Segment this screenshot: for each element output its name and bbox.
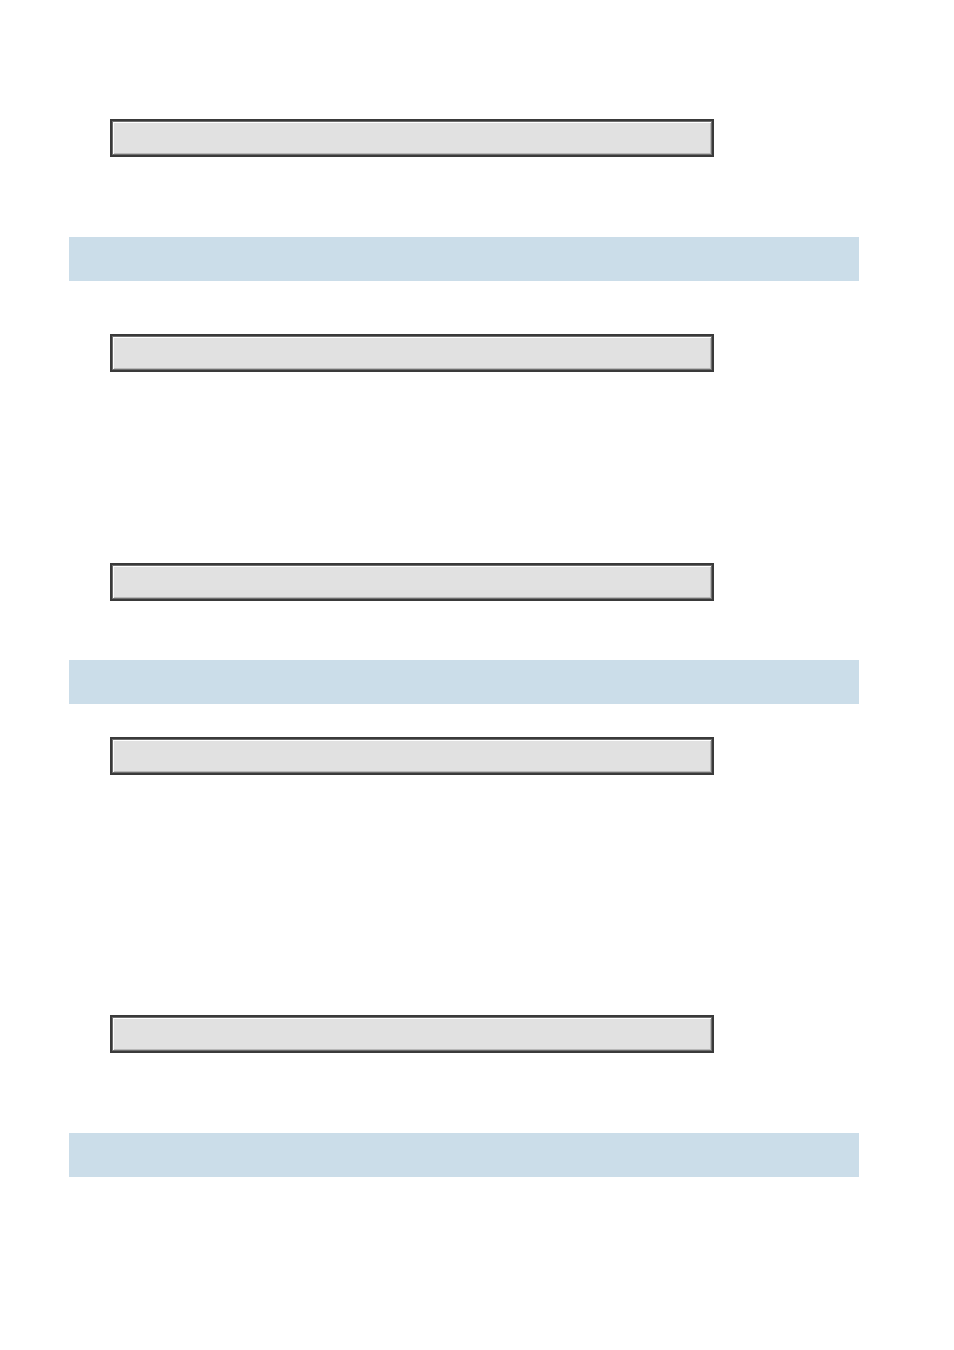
section-heading-bar bbox=[69, 660, 859, 704]
code-box bbox=[110, 334, 714, 372]
code-box bbox=[110, 1015, 714, 1053]
code-box bbox=[110, 563, 714, 601]
section-heading-bar bbox=[69, 237, 859, 281]
section-heading-bar bbox=[69, 1133, 859, 1177]
code-box bbox=[110, 737, 714, 775]
code-box bbox=[110, 119, 714, 157]
